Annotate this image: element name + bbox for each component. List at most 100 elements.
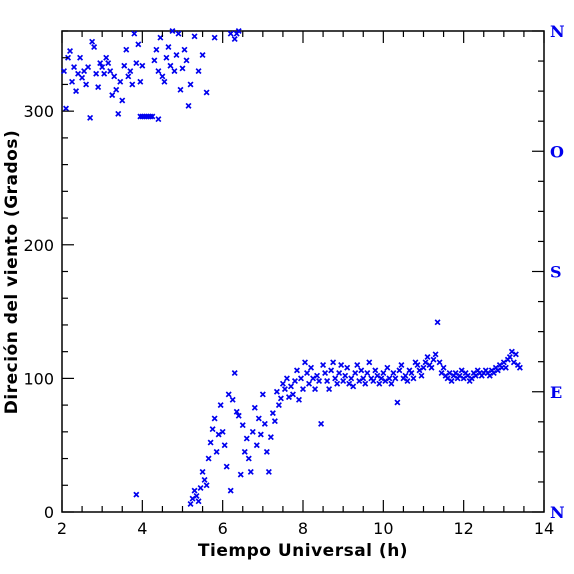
data-point [119,97,126,104]
data-point [358,367,365,374]
data-point [508,348,515,355]
data-point [179,65,186,72]
x-tick-label: 4 [137,519,147,538]
data-point [155,116,162,123]
data-point [287,383,294,390]
data-point [175,30,182,37]
data-point [221,442,228,449]
data-point [213,448,220,455]
data-point [460,375,467,382]
data-point [512,351,519,358]
data-point [434,319,441,326]
data-point [468,375,475,382]
data-point [494,367,501,374]
data-point [408,370,415,377]
data-point [205,455,212,462]
data-point [312,386,319,393]
data-point [75,70,82,77]
data-point [410,375,417,382]
data-point [293,367,300,374]
data-point [241,448,248,455]
data-point [79,74,86,81]
x-tick-label: 14 [534,519,554,538]
data-point [376,380,383,387]
data-point [109,92,116,99]
data-point [169,27,176,35]
data-point [195,498,202,505]
data-point [265,468,272,475]
x-tick-label: 10 [373,519,393,538]
data-point [277,395,284,402]
data-point [207,439,214,446]
data-point [336,370,343,377]
data-point [95,84,102,91]
data-point [153,46,160,53]
data-point [103,54,110,61]
x-tick-label: 6 [218,519,228,538]
data-point [187,500,194,507]
data-point [131,30,138,37]
data-point [233,408,240,415]
data-point [199,468,206,475]
data-point [195,68,202,75]
data-point [456,372,463,379]
data-point [67,48,74,55]
data-point [199,52,206,59]
data-point [342,372,349,379]
data-point [414,362,421,369]
data-point [105,60,112,67]
x-tick-label: 2 [57,519,67,538]
x-axis-title: Tiempo Universal (h) [198,541,408,561]
data-point [422,359,429,366]
data-point [340,378,347,385]
data-point [352,370,359,377]
data-points [61,27,523,507]
data-point [374,372,381,379]
data-point [372,367,379,374]
data-point [306,380,313,387]
data-point [506,354,513,361]
data-point [448,378,455,385]
data-point [235,27,242,35]
data-point [382,378,389,385]
data-point [139,62,146,69]
data-point [85,64,92,71]
data-point [446,370,453,377]
data-point [334,380,341,387]
data-point [253,442,260,449]
data-point [279,380,286,387]
data-point [360,375,367,382]
data-point [392,375,399,382]
data-point [510,359,517,366]
data-point [219,428,226,435]
data-point [87,114,94,121]
data-point [440,364,447,371]
compass-label: N [550,22,565,41]
data-point [486,372,493,379]
data-point [165,44,172,51]
data-point [370,378,377,385]
data-point [418,372,425,379]
data-point [177,86,184,93]
data-point [173,52,180,59]
data-point [402,372,409,379]
data-point [211,34,218,41]
data-point [191,33,198,40]
data-point [171,68,178,75]
data-point [263,448,270,455]
data-point [316,378,323,385]
data-point [458,367,465,374]
data-point [123,46,130,53]
data-point [344,364,351,371]
data-point [77,54,84,61]
data-point [239,422,246,429]
data-point [211,415,218,422]
data-point [438,370,445,377]
data-point [97,60,104,67]
data-point [227,487,234,494]
data-point [297,375,304,382]
data-point [247,468,254,475]
data-point [378,375,385,382]
data-point [231,370,238,377]
data-point [229,396,236,403]
